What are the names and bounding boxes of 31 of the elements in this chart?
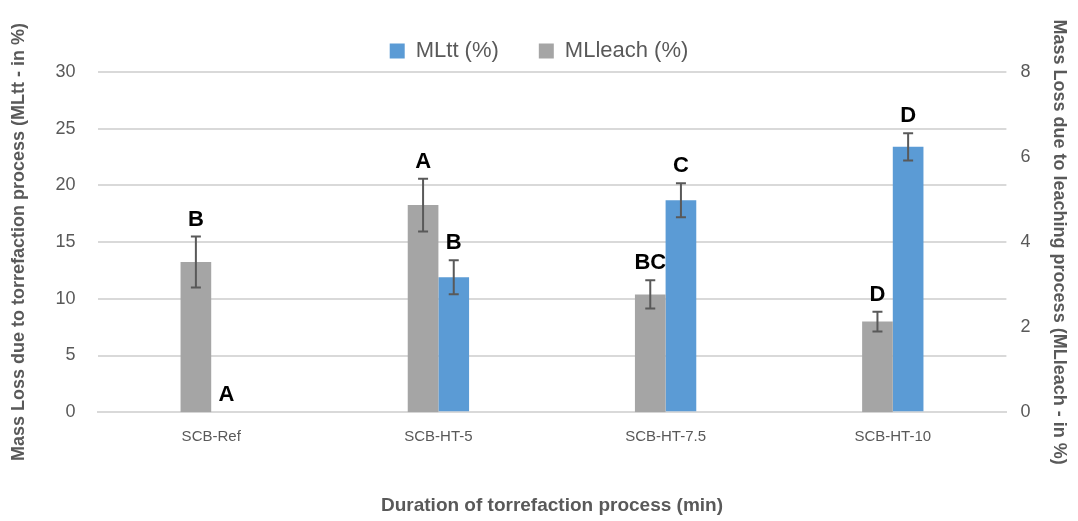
y-tick-label: 30 — [55, 60, 76, 81]
bar — [180, 262, 212, 413]
y-tick-label: 0 — [65, 401, 76, 422]
x-tick-label: SCB-HT-10 — [854, 427, 932, 445]
y-tick-label: 5 — [65, 344, 76, 365]
y2-tick-label: 4 — [1020, 231, 1031, 252]
x-tick-label: SCB-Ref — [181, 427, 242, 445]
y2-axis-title: Mass Loss due to leaching process (MLleach - in %) — [1050, 19, 1071, 465]
y2-tick-label: 6 — [1020, 146, 1031, 167]
annotation: B — [187, 205, 204, 231]
y-tick-label: 15 — [55, 231, 76, 252]
x-axis-title: Duration of torrefaction process (min) — [380, 493, 724, 515]
y-tick-label: 20 — [55, 174, 76, 195]
annotation: C — [672, 152, 689, 178]
y-axis-title: Mass Loss due to torrefaction process (MLtt - in %) — [7, 23, 28, 462]
annotation: B — [445, 229, 462, 255]
x-tick-label: SCB-HT-7.5 — [625, 427, 707, 445]
annotation: A — [218, 381, 235, 407]
y2-tick-label: 2 — [1020, 316, 1031, 337]
legend-label: MLtt (%) — [415, 37, 499, 63]
annotation: BC — [634, 249, 667, 275]
x-tick-label: SCB-HT-5 — [404, 427, 473, 445]
bar — [892, 146, 924, 412]
y2-tick-label: 8 — [1020, 60, 1031, 81]
y-tick-label: 25 — [55, 117, 76, 138]
annotation: A — [415, 147, 432, 173]
y-tick-label: 10 — [55, 287, 76, 308]
legend-label: MLleach (%) — [564, 37, 689, 63]
annotation: D — [900, 102, 917, 128]
annotation: D — [869, 280, 886, 306]
y2-tick-label: 0 — [1020, 401, 1031, 422]
